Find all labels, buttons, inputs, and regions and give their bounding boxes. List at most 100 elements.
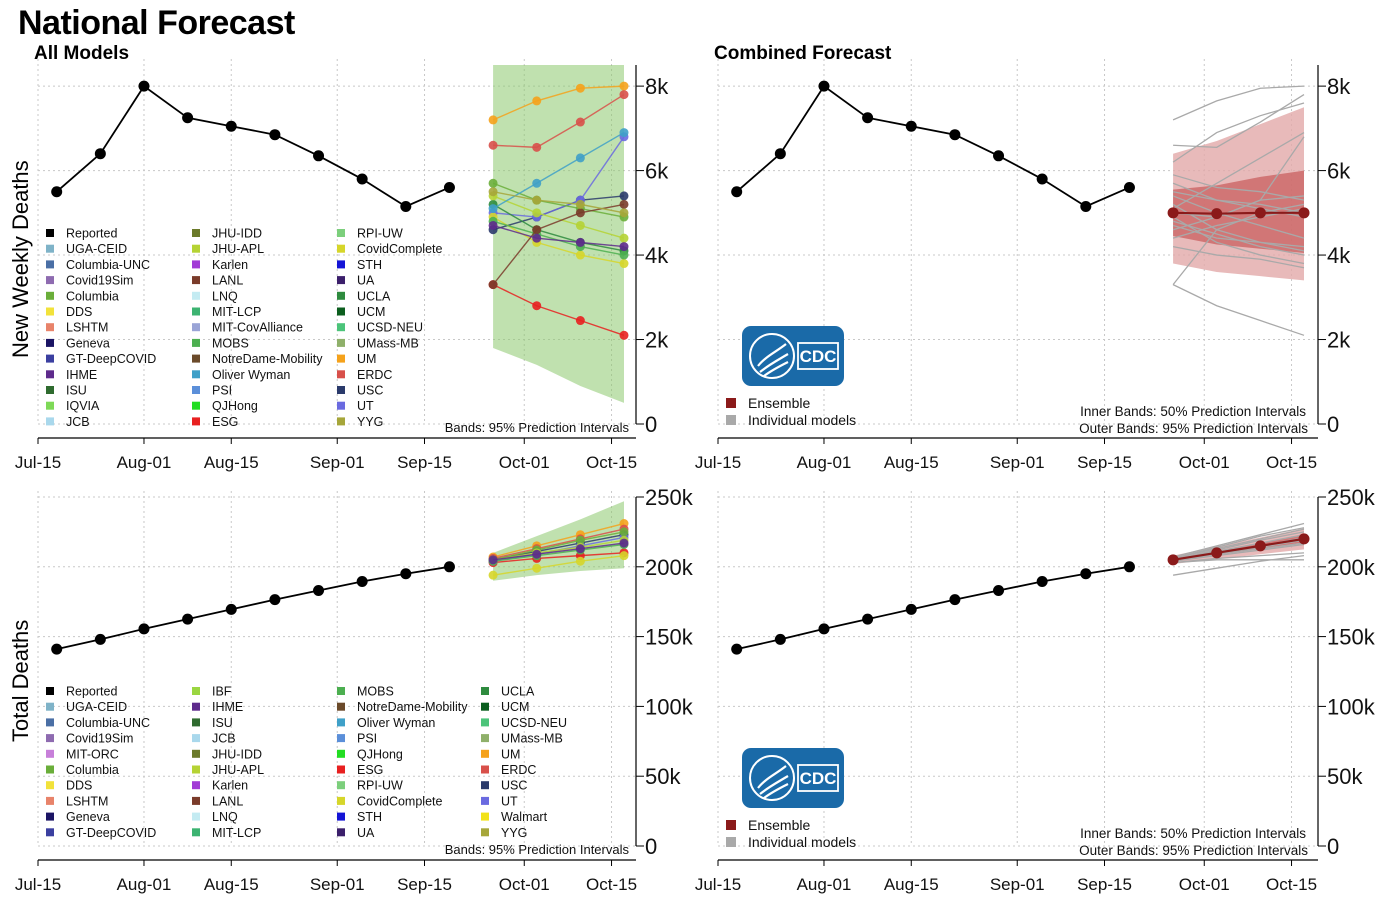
chart-panel-total-combined: Jul-15 Aug-01 Aug-15 Sep-01 Sep-15 Oct-01 Oct-…: [695, 485, 1376, 894]
y-tick-label: 50k: [645, 764, 681, 789]
legend-label-MIT-LCP: MIT-LCP: [212, 305, 261, 319]
x-tick-label: Sep-01: [990, 453, 1045, 472]
legend-swatch-ERDC: [481, 765, 489, 774]
bands-note: Bands: 95% Prediction Intervals: [445, 842, 630, 857]
reported-point: [94, 148, 106, 160]
ensemble-point: [1167, 554, 1179, 566]
forecast-point-IHME: [488, 555, 498, 565]
hhs-eagle-strokes: [757, 765, 789, 799]
individual-model-line: [1172, 527, 1305, 560]
y-tick-label: 150k: [1327, 625, 1376, 650]
forecast-line-CovidComplete: [492, 216, 625, 265]
legend-swatch-Karlen: [192, 260, 200, 269]
legend-total: ReportedUGA-CEIDColumbia-UNCCovid19SimMI…: [46, 685, 567, 840]
forecast-point-LANL: [619, 199, 629, 209]
legend-label-GT-DeepCOVID: GT-DeepCOVID: [66, 826, 156, 840]
reported-line: [56, 84, 450, 208]
x-tick-label: Sep-01: [310, 875, 365, 894]
individual-model-line: [1172, 174, 1305, 201]
forecast-point-MOBS: [619, 250, 629, 260]
legend-swatch-JHU-IDD: [192, 749, 200, 758]
legend-swatch-NotreDame-Mobility: [192, 354, 200, 363]
x-tick-label: Sep-15: [397, 875, 452, 894]
legend-label-UT: UT: [357, 399, 374, 413]
legend-label-DDS: DDS: [66, 779, 92, 793]
legend-swatch-UCSD-NEU: [337, 323, 345, 332]
forecast-point-IHME: [575, 544, 585, 554]
hhs-eagle-icon: [749, 755, 795, 801]
outer-bands-note: Outer Bands: 95% Prediction Intervals: [1079, 843, 1308, 858]
individual-model-line: [1172, 203, 1305, 252]
x-tick-label: Jul-15: [15, 453, 61, 472]
legend-label-ESG: ESG: [357, 763, 383, 777]
legend-swatch-CovidComplete: [337, 244, 345, 253]
reported-point: [774, 148, 786, 160]
legend-label-LANL: LANL: [212, 794, 243, 808]
y-tick-label: 0: [1327, 412, 1339, 437]
legend-label-JHU-IDD: JHU-IDD: [212, 747, 262, 761]
forecast-point-ESG: [532, 301, 542, 311]
legend-swatch-LSHTM: [46, 323, 54, 332]
forecast-point-ERDC: [619, 90, 629, 100]
reported-point: [225, 603, 237, 615]
band-95-all-models: [493, 65, 624, 403]
legend-label-Karlen: Karlen: [212, 258, 248, 272]
legend-swatch-MIT-LCP: [192, 307, 200, 316]
legend-swatch-DDS: [46, 781, 54, 790]
legend-swatch-UMass-MB: [337, 338, 345, 347]
y-tick-label: 100k: [645, 694, 694, 719]
ensemble-line: [1173, 211, 1304, 215]
legend-swatch-IHME: [46, 370, 54, 379]
y-tick-label: 150k: [645, 625, 694, 650]
ensemble-point: [1254, 207, 1266, 219]
forecast-point-YYG: [532, 195, 542, 205]
legend-swatch-YYG: [481, 828, 489, 837]
forecast-point-CovidComplete: [488, 570, 498, 580]
reported-point: [138, 623, 150, 635]
legend-label-LANL: LANL: [212, 274, 243, 288]
forecast-line-UCLA: [492, 203, 625, 252]
cdc-logo-text: CDC: [800, 347, 837, 366]
legend-label-UGA-CEID: UGA-CEID: [66, 242, 127, 256]
reported-line: [736, 565, 1130, 651]
legend-swatch-UGA-CEID: [46, 244, 54, 253]
legend-swatch-JCB: [192, 734, 200, 743]
cdc-logo-box: [797, 764, 839, 792]
forecast-point-LANL: [575, 208, 585, 218]
forecast-line-CovidComplete: [492, 554, 625, 576]
y-tick-label: 250k: [1327, 485, 1376, 510]
reported-point: [818, 623, 830, 635]
legend-swatch-ensemble: [726, 398, 736, 408]
reported-point: [818, 80, 830, 92]
legend-label-Walmart: Walmart: [501, 810, 548, 824]
legend-label-individual: Individual models: [748, 412, 856, 428]
reported-point: [269, 129, 281, 141]
forecast-point-UM: [619, 81, 629, 91]
x-tick-label: Jul-15: [15, 875, 61, 894]
reported-line: [56, 565, 450, 651]
legend-label-UCSD-NEU: UCSD-NEU: [357, 321, 423, 335]
forecast-line-YYG: [492, 191, 625, 214]
legend-swatch-Reported: [46, 687, 54, 695]
legend-swatch-IBF: [192, 687, 200, 695]
legend-swatch-Geneva: [46, 812, 54, 821]
hhs-eagle-icon: [749, 333, 795, 379]
legend-swatch-JHU-IDD: [192, 229, 200, 237]
legend-swatch-ESG: [192, 417, 200, 426]
individual-model-line: [1172, 216, 1305, 265]
forecast-point-ESG: [619, 330, 629, 340]
forecast-line-JHU-APL: [492, 195, 625, 239]
legend-label-Columbia-UNC: Columbia-UNC: [66, 258, 150, 272]
x-tick-label: Oct-15: [586, 875, 637, 894]
individual-model-line: [1172, 102, 1305, 163]
y-tick-label: 8k: [645, 74, 669, 99]
legend-swatch-STH: [337, 260, 345, 269]
forecast-line-UT: [493, 136, 625, 218]
forecast-line-IHME: [492, 542, 625, 561]
chart-panel-weekly-all: Jul-15 Aug-01 Aug-15 Sep-01 Sep-15 Oct-01 Oct-…: [15, 59, 669, 472]
x-tick-label: Aug-01: [117, 875, 172, 894]
legend-label-ERDC: ERDC: [357, 368, 392, 382]
forecast-point-ESG: [575, 316, 585, 326]
y-tick-label: 200k: [645, 555, 694, 580]
legend-swatch-UCLA: [337, 291, 345, 300]
